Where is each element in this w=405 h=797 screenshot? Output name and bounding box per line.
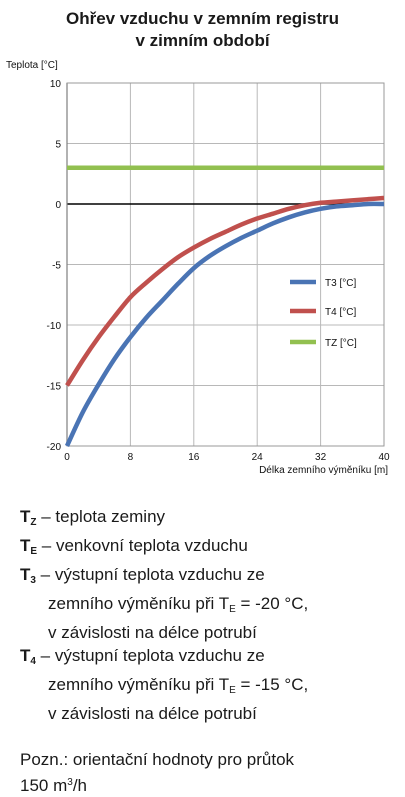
legend-t4: T4 – výstupní teplota vzduchu ze	[20, 644, 400, 673]
y-tick-label: -20	[47, 442, 62, 453]
series-line-t3	[64, 201, 385, 447]
legend-t4-text: výstupní teplota vzduchu ze	[54, 646, 265, 665]
plot-frame	[66, 82, 385, 447]
x-tick-label: 40	[378, 452, 390, 463]
legend-tz-text: teplota zeminy	[55, 507, 166, 526]
x-tick-label: 32	[315, 452, 327, 463]
y-tick-label: -15	[47, 382, 62, 393]
y-tick-label: 5	[55, 140, 61, 151]
chart-title-line2: v zimním období	[135, 31, 270, 50]
x-tick-label: 8	[128, 452, 134, 463]
x-tick-label: 24	[252, 452, 264, 463]
x-tick-label: 0	[64, 452, 70, 463]
legend-t3-line2: zemního výměníku při TE = -20 °C,	[48, 594, 309, 615]
legend-label-t4: T4 [°C]	[325, 307, 356, 318]
y-tick-label: -10	[47, 321, 62, 332]
chart-title-line1: Ohřev vzduchu v zemním registru	[65, 9, 339, 28]
legend-t3-text: výstupní teplota vzduchu ze	[54, 565, 265, 584]
flow-note-line1: Pozn.: orientační hodnoty pro průtok	[20, 750, 295, 769]
x-axis-label: Délka zemního výměníku [m]	[259, 465, 388, 476]
flow-note-line2: 150 m3/h	[20, 776, 87, 795]
legend-t4-line3: v závislosti na délce potrubí	[48, 704, 257, 723]
y-tick-label: 0	[55, 200, 61, 211]
legend-t3: T3 – výstupní teplota vzduchu ze	[20, 563, 400, 592]
legend-label-t3: T3 [°C]	[325, 278, 356, 289]
legend-tz: TZ – teplota zeminy	[20, 505, 400, 534]
y-tick-label: 10	[50, 79, 62, 90]
flow-note: Pozn.: orientační hodnoty pro průtok 150…	[20, 748, 400, 797]
symbol-legend: TZ – teplota zeminy TE – venkovní teplot…	[20, 505, 400, 797]
legend-te: TE – venkovní teplota vzduchu	[20, 534, 400, 563]
legend-t3-line3: v závislosti na délce potrubí	[48, 623, 257, 642]
legend-label-tz: TZ [°C]	[325, 338, 357, 349]
y-tick-label: -5	[52, 261, 61, 272]
legend-te-text: venkovní teplota vzduchu	[55, 536, 248, 555]
legend-t4-line2: zemního výměníku při TE = -15 °C,	[48, 675, 309, 696]
chart-title: Ohřev vzduchu v zemním registru v zimním…	[0, 8, 405, 52]
y-axis-label: Teplota [°C]	[6, 60, 58, 71]
x-tick-label: 16	[188, 452, 200, 463]
series-line-t4	[65, 195, 385, 387]
